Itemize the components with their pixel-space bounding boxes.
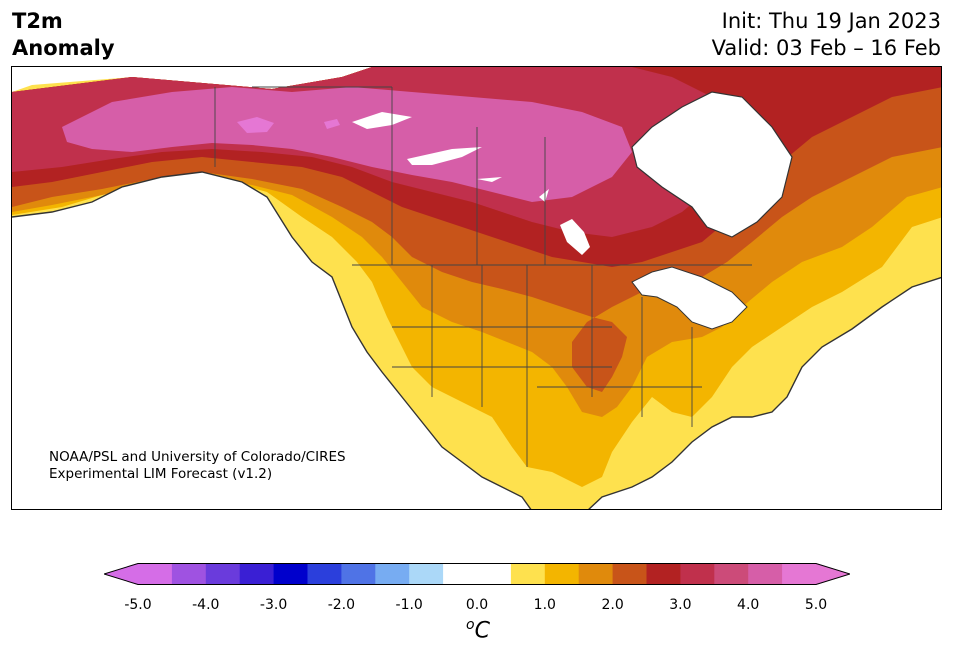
- credit-line-1: NOAA/PSL and University of Colorado/CIRE…: [49, 449, 346, 465]
- colorbar: [104, 563, 850, 585]
- valid-range: Valid: 03 Feb – 16 Feb: [711, 36, 941, 60]
- colorbar-tick-label: -5.0: [124, 597, 152, 613]
- colorbar-over-arrow: [816, 563, 850, 585]
- anomaly-map: [11, 66, 942, 510]
- colorbar-segment: [171, 563, 207, 585]
- colorbar-tick-label: 5.0: [804, 597, 828, 613]
- unit-base: C: [474, 618, 490, 644]
- init-date: Init: Thu 19 Jan 2023: [721, 9, 941, 33]
- unit-degree: o: [466, 617, 475, 633]
- title-line-2: Anomaly: [12, 36, 115, 60]
- zero-patch-4: [560, 219, 590, 255]
- colorbar-tick-label: -2.0: [327, 597, 356, 613]
- colorbar-segment: [477, 563, 512, 585]
- atlantic-mask: [702, 277, 941, 509]
- colorbar-segment: [714, 563, 749, 585]
- colorbar-segment: [443, 563, 478, 585]
- pacific-mask: [12, 172, 531, 509]
- credit-line-2: Experimental LIM Forecast (v1.2): [49, 466, 273, 482]
- colorbar-tick-label: -1.0: [395, 597, 423, 613]
- colorbar-segment: [409, 563, 444, 585]
- colorbar-segment: [239, 563, 275, 585]
- coastline: [12, 171, 941, 509]
- band-max: [237, 117, 274, 133]
- colorbar-segment: [307, 563, 342, 585]
- zero-patch-1: [352, 112, 412, 129]
- zero-patch-2: [407, 147, 482, 165]
- colorbar-segment: [544, 563, 580, 585]
- colorbar-segment: [138, 563, 173, 585]
- map-title: T2m Anomaly: [12, 8, 115, 62]
- colorbar-tick-label: 2.0: [601, 597, 624, 613]
- colorbar-tick-label: 3.0: [669, 597, 692, 613]
- colorbar-segment: [578, 563, 614, 585]
- colorbar-under-arrow: [104, 563, 138, 585]
- colorbar-segment: [375, 563, 410, 585]
- political-borders: [214, 86, 752, 467]
- colorbar-tick-label: -4.0: [192, 597, 220, 613]
- colorbar-tick-label: 0.0: [465, 597, 489, 613]
- colorbar-segment: [782, 563, 817, 585]
- colorbar-segment: [205, 563, 241, 585]
- colorbar-tick-label: 4.0: [737, 597, 760, 613]
- zero-patch-5: [539, 189, 549, 202]
- hudson-bay: [631, 91, 793, 238]
- forecast-credit: NOAA/PSL and University of Colorado/CIRE…: [49, 449, 346, 483]
- colorbar-segment: [341, 563, 376, 585]
- unit-label: oC: [466, 617, 490, 643]
- title-line-1: T2m: [12, 9, 63, 33]
- great-lakes: [631, 266, 748, 330]
- band-max-2: [324, 119, 340, 129]
- colorbar-segment: [510, 563, 546, 585]
- colorbar-segment: [680, 563, 715, 585]
- forecast-dates: Init: Thu 19 Jan 2023 Valid: 03 Feb – 16…: [712, 8, 941, 62]
- colorbar-segment: [612, 563, 647, 585]
- band-5c: [62, 87, 632, 202]
- map-canvas: [12, 67, 941, 509]
- zero-patch-3: [477, 177, 502, 182]
- colorbar-segment: [646, 563, 681, 585]
- colorbar-tick-label: 1.0: [533, 597, 556, 613]
- colorbar-outline: [104, 563, 850, 585]
- colorbar-tick-label: -3.0: [259, 597, 288, 613]
- colorbar-segment: [748, 563, 783, 585]
- colorbar-segment: [273, 563, 308, 585]
